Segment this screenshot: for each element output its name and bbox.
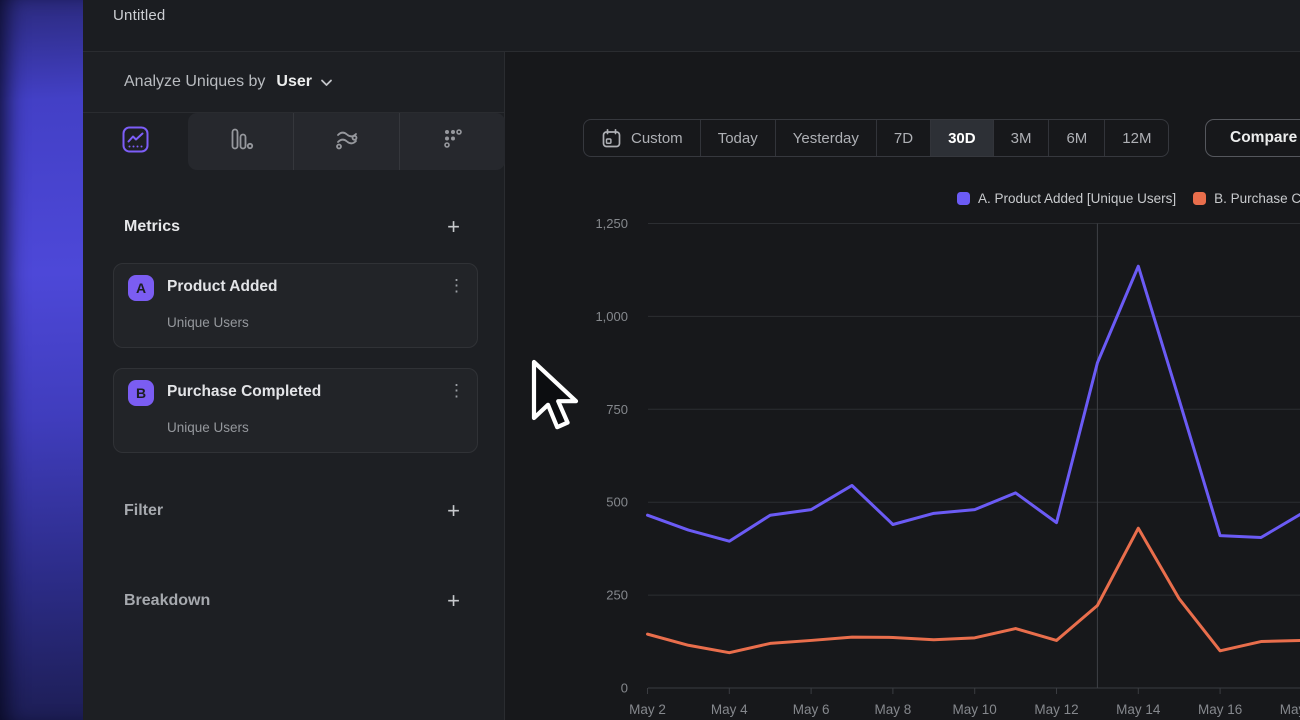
series-line-b bbox=[648, 528, 1300, 652]
report-title: Untitled bbox=[113, 7, 165, 24]
range-label: 6M bbox=[1066, 130, 1087, 147]
x-axis-label: May 14 bbox=[1116, 702, 1161, 717]
x-axis-label: May 18 bbox=[1280, 702, 1300, 717]
analyze-by-label: Analyze Uniques by bbox=[124, 73, 265, 91]
chart-panel: 0 250 500 750 1,000 1,250 May 2 May 4 May 6 May 8… bbox=[505, 52, 1300, 720]
chart-type-tabs bbox=[83, 113, 504, 170]
range-button-6m[interactable]: 6M bbox=[1048, 120, 1104, 156]
x-axis-label: May 6 bbox=[793, 702, 830, 717]
tab-bar-chart[interactable] bbox=[188, 113, 293, 170]
breakdown-title: Breakdown bbox=[124, 592, 210, 610]
bar-chart-icon bbox=[228, 126, 254, 157]
metric-measure[interactable]: Unique Users bbox=[167, 315, 249, 330]
metric-badge-a: A bbox=[128, 275, 154, 301]
metrics-title: Metrics bbox=[124, 218, 180, 236]
legend-item-a[interactable]: A. Product Added [Unique Users] bbox=[957, 191, 1176, 206]
metrics-header-row: Metrics + bbox=[124, 212, 460, 242]
legend-swatch bbox=[957, 192, 970, 205]
date-range-toolbar: CustomTodayYesterday7D30D3M6M12M Compare bbox=[583, 119, 1169, 157]
legend-swatch bbox=[1193, 192, 1206, 205]
background-gradient bbox=[0, 0, 83, 720]
y-axis-label: 750 bbox=[606, 402, 628, 417]
x-axis-label: May 2 bbox=[629, 702, 666, 717]
metric-measure[interactable]: Unique Users bbox=[167, 420, 249, 435]
x-axis-label: May 4 bbox=[711, 702, 748, 717]
y-axis-label: 250 bbox=[606, 588, 628, 603]
y-axis-label: 1,000 bbox=[595, 309, 628, 324]
range-button-custom[interactable]: Custom bbox=[584, 120, 700, 156]
add-breakdown-button[interactable]: + bbox=[447, 591, 460, 611]
add-metric-button[interactable]: + bbox=[447, 217, 460, 237]
flow-icon bbox=[334, 126, 360, 157]
top-header: Untitled bbox=[83, 0, 1300, 52]
range-label: Today bbox=[718, 130, 758, 147]
compare-button[interactable]: Compare bbox=[1205, 119, 1300, 157]
range-button-yesterday[interactable]: Yesterday bbox=[775, 120, 876, 156]
retention-grid-icon bbox=[440, 126, 466, 157]
range-button-3m[interactable]: 3M bbox=[993, 120, 1049, 156]
range-label: Yesterday bbox=[793, 130, 859, 147]
y-axis-label: 0 bbox=[621, 681, 628, 696]
range-button-7d[interactable]: 7D bbox=[876, 120, 930, 156]
screen: Untitled Analyze Uniques by User bbox=[0, 0, 1300, 720]
chart-legend: A. Product Added [Unique Users] B. Purcha… bbox=[957, 191, 1300, 206]
legend-label: B. Purchase Completed [Unique Users] bbox=[1214, 191, 1300, 206]
chart-type-tab-group bbox=[188, 113, 505, 170]
range-label: 30D bbox=[948, 130, 976, 147]
range-label: 12M bbox=[1122, 130, 1151, 147]
range-button-30d[interactable]: 30D bbox=[930, 120, 993, 156]
tab-retention-grid[interactable] bbox=[399, 113, 505, 170]
chevron-down-icon[interactable] bbox=[320, 78, 333, 87]
kebab-menu-icon[interactable]: ⋮ bbox=[448, 276, 465, 296]
y-axis-label: 1,250 bbox=[595, 216, 628, 231]
metric-name: Purchase Completed bbox=[167, 383, 321, 401]
range-label: Custom bbox=[631, 130, 683, 147]
metric-card-a[interactable]: A Product Added Unique Users ⋮ bbox=[113, 263, 478, 348]
x-axis-label: May 10 bbox=[953, 702, 997, 717]
line-chart-icon bbox=[122, 126, 149, 158]
y-axis-label: 500 bbox=[606, 495, 628, 510]
filter-row: Filter + bbox=[124, 496, 460, 526]
analyze-by-value-dropdown[interactable]: User bbox=[276, 73, 312, 91]
range-button-12m[interactable]: 12M bbox=[1104, 120, 1168, 156]
time-range-group: Custom Today Yesterday 7D 30D 3M 6M 12M bbox=[583, 119, 1169, 157]
kebab-menu-icon[interactable]: ⋮ bbox=[448, 381, 465, 401]
legend-label: A. Product Added [Unique Users] bbox=[978, 191, 1176, 206]
legend-item-b[interactable]: B. Purchase Completed [Unique Users] bbox=[1193, 191, 1300, 206]
metric-badge-b: B bbox=[128, 380, 154, 406]
analyze-by-row: Analyze Uniques by User bbox=[83, 52, 504, 113]
series-line-a bbox=[648, 266, 1300, 541]
metric-name: Product Added bbox=[167, 278, 278, 296]
add-filter-button[interactable]: + bbox=[447, 501, 460, 521]
x-axis-label: May 8 bbox=[875, 702, 912, 717]
range-label: 7D bbox=[894, 130, 913, 147]
range-label: 3M bbox=[1011, 130, 1032, 147]
tab-line-chart[interactable] bbox=[83, 113, 188, 170]
tab-flow[interactable] bbox=[293, 113, 399, 170]
x-axis-label: May 12 bbox=[1034, 702, 1078, 717]
range-button-today[interactable]: Today bbox=[700, 120, 775, 156]
sidebar: Analyze Uniques by User bbox=[83, 52, 505, 720]
calendar-icon bbox=[601, 128, 622, 149]
x-axis-label: May 16 bbox=[1198, 702, 1242, 717]
breakdown-row: Breakdown + bbox=[124, 586, 460, 616]
filter-title: Filter bbox=[124, 502, 163, 520]
app-window: Untitled Analyze Uniques by User bbox=[83, 0, 1300, 720]
cursor-icon bbox=[528, 358, 582, 441]
metric-card-b[interactable]: B Purchase Completed Unique Users ⋮ bbox=[113, 368, 478, 453]
